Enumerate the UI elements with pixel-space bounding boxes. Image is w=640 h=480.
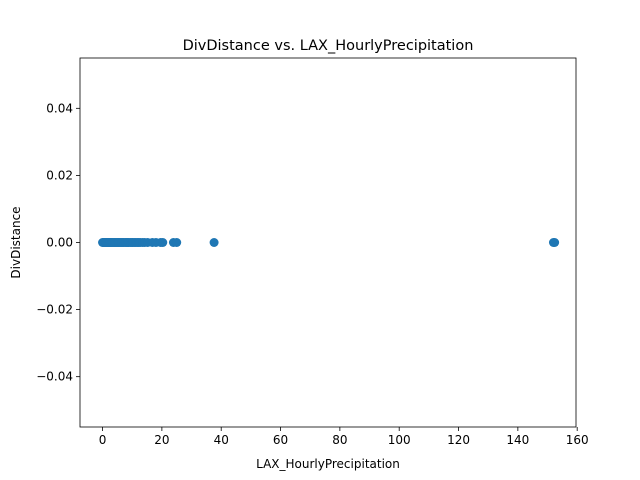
x-axis-ticks: 0 20 40 60 80 100 120 140 160 — [99, 427, 589, 447]
x-tick-label: 60 — [273, 433, 288, 447]
y-tick-label: −0.04 — [36, 370, 73, 384]
y-tick-label: 0.00 — [46, 236, 73, 250]
data-point — [209, 238, 219, 247]
data-point — [158, 238, 168, 247]
chart-title: DivDistance vs. LAX_HourlyPrecipitation — [183, 38, 474, 54]
x-tick-label: 0 — [99, 433, 107, 447]
data-point — [550, 238, 560, 247]
y-tick-label: 0.04 — [46, 101, 73, 115]
y-tick-label: −0.02 — [36, 303, 73, 317]
x-tick-label: 20 — [154, 433, 169, 447]
y-axis-label: DivDistance — [9, 206, 23, 278]
y-axis-ticks: −0.04 −0.02 0.00 0.02 0.04 — [36, 101, 80, 384]
x-tick-label: 80 — [332, 433, 347, 447]
data-points — [98, 238, 560, 247]
x-tick-label: 140 — [506, 433, 529, 447]
y-tick-label: 0.02 — [46, 168, 73, 182]
x-tick-label: 100 — [388, 433, 411, 447]
x-tick-label: 120 — [447, 433, 470, 447]
x-tick-label: 160 — [566, 433, 589, 447]
x-axis-label: LAX_HourlyPrecipitation — [256, 457, 400, 471]
x-tick-label: 40 — [214, 433, 229, 447]
data-point — [172, 238, 182, 247]
